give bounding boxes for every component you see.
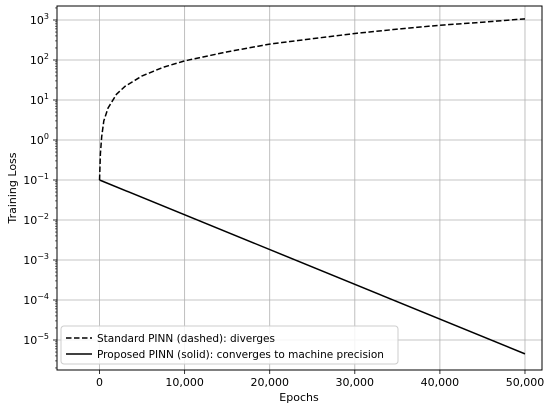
y-tick-label: 103 xyxy=(30,12,49,27)
x-tick-label: 40,000 xyxy=(421,376,460,389)
x-tick-label: 30,000 xyxy=(336,376,375,389)
y-tick-label: 100 xyxy=(30,132,49,147)
legend: Standard PINN (dashed): diverges Propose… xyxy=(60,325,399,365)
y-tick-label: 10−4 xyxy=(23,292,49,307)
legend-box xyxy=(60,325,399,365)
x-tick-label: 0 xyxy=(96,376,103,389)
y-tick-label: 101 xyxy=(30,92,49,107)
legend-entry-standard-pinn: Standard PINN (dashed): diverges xyxy=(97,333,275,345)
y-tick-label: 10−5 xyxy=(23,332,49,347)
x-tick-label: 20,000 xyxy=(250,376,289,389)
y-tick-label: 10−3 xyxy=(23,252,49,267)
x-tick-label: 10,000 xyxy=(165,376,204,389)
series-line-proposed-pinn xyxy=(99,179,526,355)
y-tick-label: 102 xyxy=(30,52,49,67)
y-tick-label: 10−2 xyxy=(23,212,49,227)
series-line-standard-pinn xyxy=(98,18,526,181)
x-tick-label: 50,000 xyxy=(506,376,545,389)
y-axis-label: Training Loss xyxy=(6,152,19,224)
series-layer xyxy=(98,18,526,355)
y-tick-label: 10−1 xyxy=(23,172,49,187)
ticks: 0 10,000 20,000 30,000 40,000 50,000 10−5 10−4 1… xyxy=(23,7,545,389)
grid xyxy=(57,6,542,370)
legend-entry-proposed-pinn: Proposed PINN (solid): converges to mach… xyxy=(97,349,384,361)
plot-frame xyxy=(56,5,543,371)
x-axis-label: Epochs xyxy=(279,391,319,404)
